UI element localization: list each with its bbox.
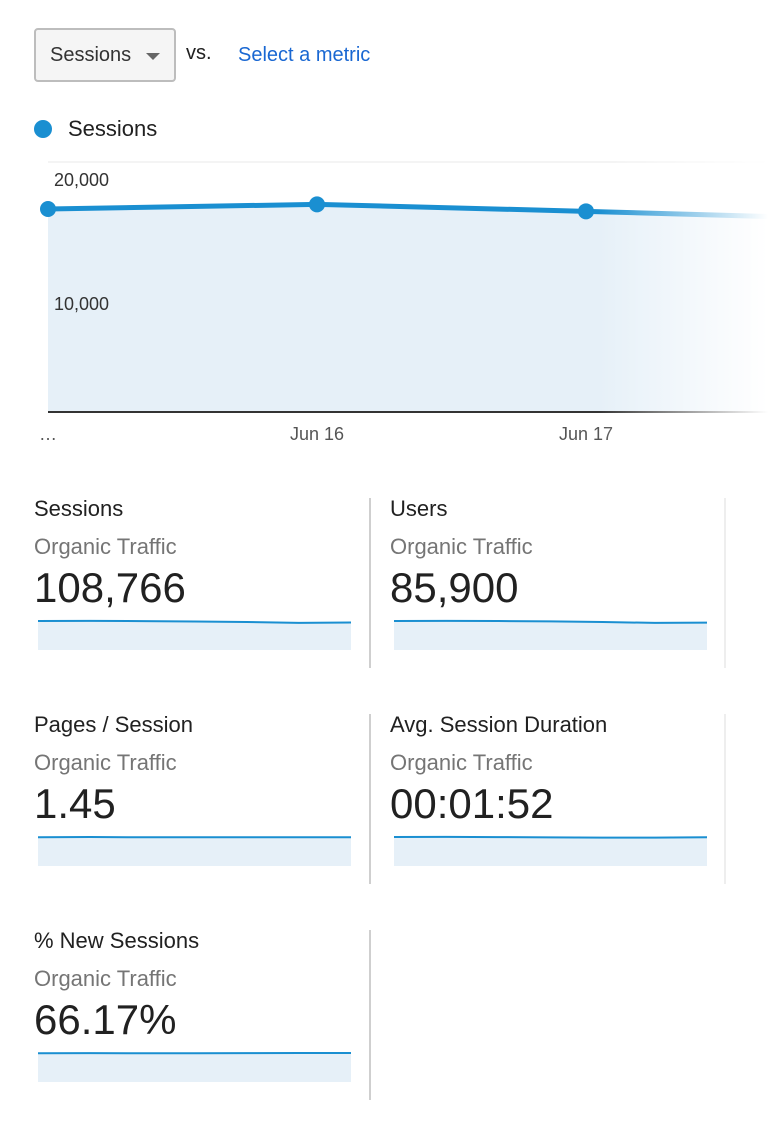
card-title: Users	[390, 496, 448, 521]
x-tick-label: Jun 16	[290, 424, 344, 444]
card-value: 108,766	[34, 564, 186, 611]
sparkline-area	[38, 837, 351, 866]
card-subtitle: Organic Traffic	[34, 966, 177, 991]
sparkline-line	[394, 835, 707, 839]
metric-card-sessions[interactable]: Sessions Organic Traffic 108,766	[34, 496, 369, 666]
legend-label: Sessions	[68, 116, 158, 141]
card-divider	[369, 930, 371, 1100]
sparkline	[38, 1052, 351, 1082]
card-value: 85,900	[390, 564, 519, 611]
card-divider	[724, 498, 726, 668]
series-area	[48, 204, 768, 412]
card-title: % New Sessions	[34, 928, 200, 953]
chart-legend: Sessions	[34, 116, 157, 142]
sparkline-area	[394, 836, 707, 866]
y-tick-label: 10,000	[54, 294, 109, 314]
metric-controls: Sessions vs. Select a metric	[34, 28, 734, 86]
metric-select-value: Sessions	[50, 43, 132, 66]
card-divider	[724, 714, 726, 884]
sparkline-area	[38, 1053, 351, 1082]
sessions-chart: 20,000 10,000 … Jun 16 Jun 17	[0, 150, 768, 450]
metric-select-dropdown[interactable]: Sessions	[34, 28, 176, 82]
x-tick-label: Jun 17	[559, 424, 613, 444]
metric-card-avg-session-duration[interactable]: Avg. Session Duration Organic Traffic 00…	[390, 712, 725, 882]
sparkline	[394, 835, 707, 866]
metric-card-pages-per-session[interactable]: Pages / Session Organic Traffic 1.45	[34, 712, 369, 882]
card-subtitle: Organic Traffic	[34, 750, 177, 775]
card-title: Sessions	[34, 496, 124, 521]
data-point	[309, 196, 325, 213]
card-value: 66.17%	[34, 996, 177, 1043]
series-dot-icon	[34, 120, 52, 138]
data-point	[578, 203, 594, 220]
card-title: Pages / Session	[34, 712, 193, 737]
card-value: 00:01:52	[390, 780, 554, 827]
vs-label: vs.	[186, 42, 212, 64]
card-divider	[369, 498, 371, 668]
data-point	[40, 201, 56, 217]
card-subtitle: Organic Traffic	[390, 750, 533, 775]
sparkline-line	[38, 619, 351, 624]
card-value: 1.45	[34, 780, 116, 827]
metric-card-users[interactable]: Users Organic Traffic 85,900	[390, 496, 725, 666]
chevron-down-icon	[146, 53, 160, 60]
sparkline-line	[394, 619, 707, 624]
sparkline-area	[394, 620, 707, 650]
sessions-chart-svg: 20,000 10,000 … Jun 16 Jun 17	[39, 161, 768, 444]
select-metric-link[interactable]: Select a metric	[238, 44, 371, 66]
card-subtitle: Organic Traffic	[390, 534, 533, 559]
metric-card-new-sessions[interactable]: % New Sessions Organic Traffic 66.17%	[34, 928, 369, 1098]
card-title: Avg. Session Duration	[390, 712, 608, 737]
y-tick-label: 20,000	[54, 170, 109, 190]
x-tick-label: …	[39, 424, 57, 444]
card-divider	[369, 714, 371, 884]
sparkline	[38, 619, 351, 650]
sparkline	[394, 619, 707, 650]
card-subtitle: Organic Traffic	[34, 534, 177, 559]
sparkline	[38, 835, 351, 866]
sparkline-area	[38, 620, 351, 650]
